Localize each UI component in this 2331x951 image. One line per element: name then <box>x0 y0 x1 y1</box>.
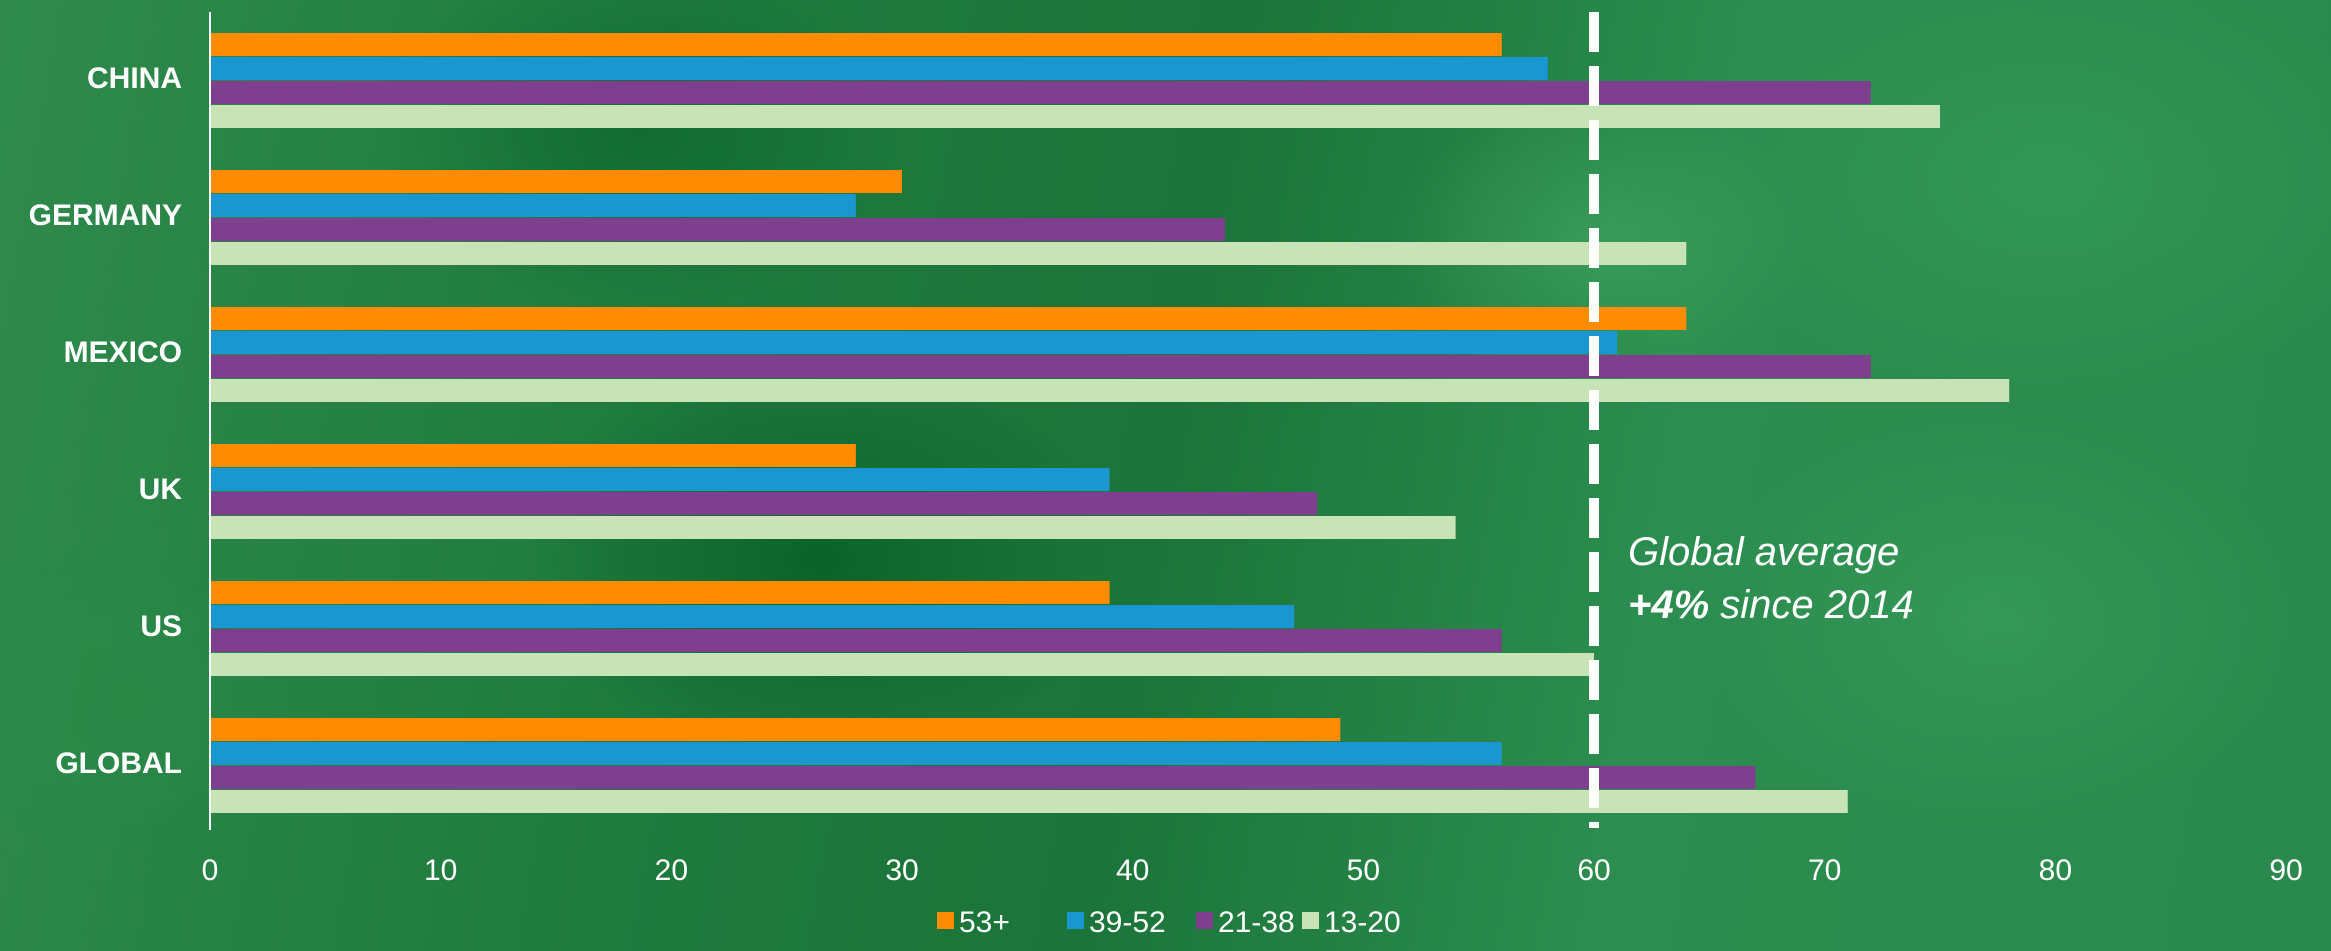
bar-uk-53 <box>210 444 856 467</box>
bar-us-21-38 <box>210 629 1502 652</box>
bar-germany-39-52 <box>210 194 856 217</box>
bar-global-21-38 <box>210 766 1756 789</box>
x-tick-50: 50 <box>1347 854 1380 887</box>
bar-global-53 <box>210 718 1341 741</box>
bar-uk-39-52 <box>210 468 1110 491</box>
bar-us-53 <box>210 581 1110 604</box>
category-labels: CHINA GERMANY MEXICO UK US GLOBAL <box>29 62 183 780</box>
bars-layer <box>210 33 2010 813</box>
bar-us-39-52 <box>210 605 1295 628</box>
bar-china-13-20 <box>210 105 1940 128</box>
category-label-uk: UK <box>139 473 183 506</box>
x-tick-60: 60 <box>1577 854 1610 887</box>
bar-china-53 <box>210 33 1502 56</box>
x-tick-labels: 0 10 20 30 40 50 60 70 80 90 <box>202 854 2303 887</box>
legend-swatch-21-38 <box>1196 912 1213 929</box>
x-tick-80: 80 <box>2039 854 2072 887</box>
legend-label-21-38: 21-38 <box>1218 906 1295 939</box>
x-tick-40: 40 <box>1116 854 1149 887</box>
legend-swatch-39-52 <box>1067 912 1084 929</box>
x-tick-70: 70 <box>1808 854 1841 887</box>
x-tick-0: 0 <box>202 854 219 887</box>
annotation-line-2: +4% since 2014 <box>1628 583 1914 627</box>
bar-global-39-52 <box>210 742 1502 765</box>
bar-mexico-39-52 <box>210 331 1618 354</box>
bar-uk-21-38 <box>210 492 1318 515</box>
bar-china-21-38 <box>210 81 1871 104</box>
legend-swatch-53 <box>937 912 954 929</box>
bar-uk-13-20 <box>210 516 1456 539</box>
bar-mexico-13-20 <box>210 379 2010 402</box>
bar-germany-21-38 <box>210 218 1225 241</box>
x-tick-30: 30 <box>885 854 918 887</box>
annotation-rest: since 2014 <box>1709 583 1914 627</box>
category-label-china: CHINA <box>87 62 182 95</box>
x-tick-10: 10 <box>424 854 457 887</box>
category-label-global: GLOBAL <box>55 747 182 780</box>
bar-china-39-52 <box>210 57 1548 80</box>
annotation-line-1: Global average <box>1628 530 1899 574</box>
annotation-highlight: +4% <box>1628 583 1709 627</box>
bar-mexico-53 <box>210 307 1687 330</box>
bar-us-13-20 <box>210 653 1594 676</box>
x-tick-90: 90 <box>2269 854 2302 887</box>
legend-swatch-13-20 <box>1302 912 1319 929</box>
legend: 53+ 39-52 21-38 13-20 <box>937 906 1401 939</box>
category-label-germany: GERMANY <box>29 199 182 232</box>
x-tick-20: 20 <box>655 854 688 887</box>
bar-germany-53 <box>210 170 902 193</box>
category-label-mexico: MEXICO <box>64 336 182 369</box>
legend-label-39-52: 39-52 <box>1089 906 1166 939</box>
category-label-us: US <box>140 610 182 643</box>
bar-global-13-20 <box>210 790 1848 813</box>
bar-germany-13-20 <box>210 242 1687 265</box>
legend-label-13-20: 13-20 <box>1324 906 1401 939</box>
legend-label-53: 53+ <box>959 906 1010 939</box>
bar-mexico-21-38 <box>210 355 1871 378</box>
